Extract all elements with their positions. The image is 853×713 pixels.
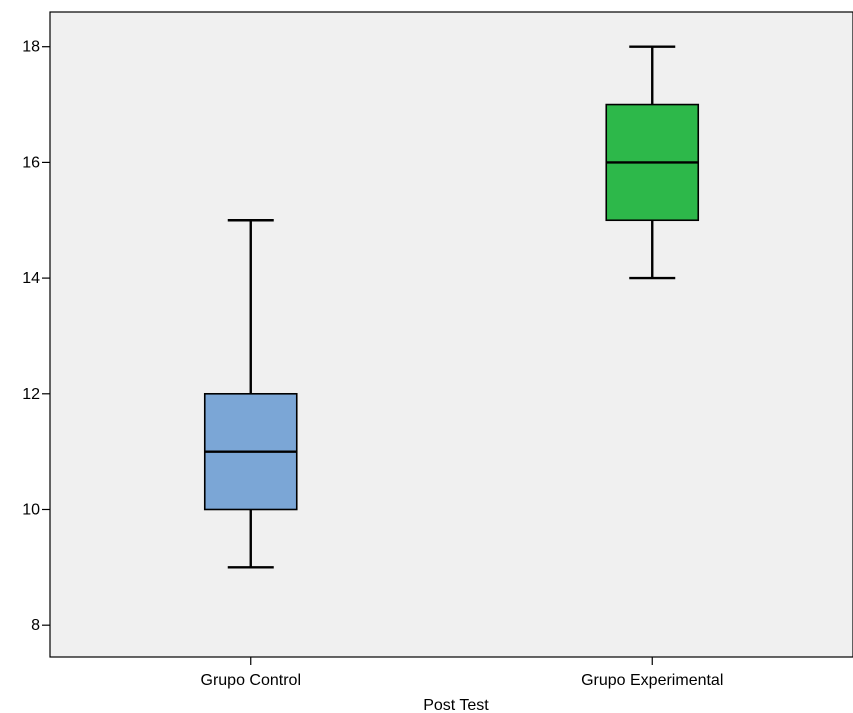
box-0: [203, 219, 298, 569]
y-tick-label: 8: [31, 617, 40, 634]
y-tick-label: 14: [22, 270, 40, 287]
box-1: [605, 45, 700, 280]
box-series: [203, 45, 700, 569]
y-tick-label: 16: [22, 154, 40, 171]
y-tick-label: 12: [22, 386, 40, 403]
y-tick-label: 18: [22, 39, 40, 56]
y-axis: 8 10 12 14 16 18: [22, 39, 50, 634]
x-axis: Grupo Control Grupo Experimental: [201, 657, 723, 689]
y-tick-label: 10: [22, 501, 40, 518]
plot-area: [49, 11, 853, 658]
x-category-label: Grupo Control: [201, 672, 302, 689]
x-category-label: Grupo Experimental: [581, 672, 723, 689]
x-axis-title: Post Test: [423, 697, 489, 713]
